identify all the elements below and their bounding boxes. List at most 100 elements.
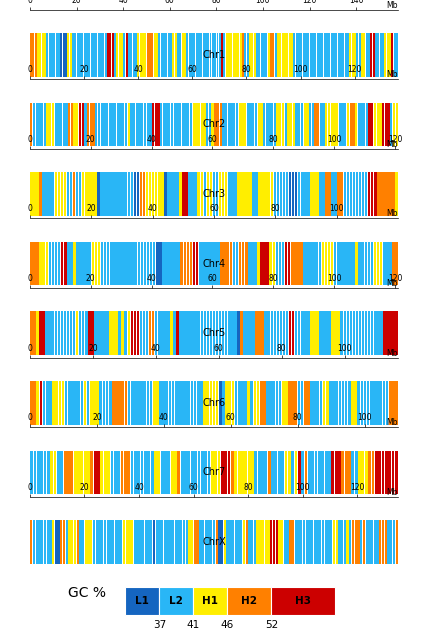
Bar [392,172,395,216]
Bar [143,311,146,355]
Bar [340,172,343,216]
Bar [33,311,36,355]
Bar [205,242,208,285]
Bar [250,381,253,424]
Bar [44,103,46,147]
Bar [373,381,376,424]
Bar [99,381,102,424]
Bar [197,172,200,216]
Bar [119,172,121,216]
Bar [225,172,227,216]
Bar [202,242,205,285]
Bar [200,33,202,76]
Bar [345,450,348,494]
Bar [98,242,100,285]
Bar [49,381,52,424]
Bar [263,33,265,76]
Bar [194,311,197,355]
Bar [100,172,103,216]
Bar [187,103,190,147]
Bar [390,103,392,147]
Bar [171,103,173,147]
Bar [210,381,212,424]
Bar [185,172,188,216]
Bar [112,172,115,216]
Bar [187,450,190,494]
Text: Chr7: Chr7 [202,468,226,477]
Bar [395,172,398,216]
Bar [124,450,127,494]
Text: Mb: Mb [386,70,398,79]
Bar [241,450,244,494]
Bar [217,33,218,76]
Bar [375,450,378,494]
Bar [350,311,352,355]
Bar [377,103,379,147]
Bar [344,172,346,216]
Bar [119,33,121,76]
Bar [255,172,258,216]
Bar [263,381,266,424]
Bar [149,311,152,355]
Bar [198,103,200,147]
Bar [355,520,357,564]
Bar [310,172,312,216]
Bar [347,311,349,355]
Bar [232,520,234,564]
Bar [60,33,62,76]
Bar [128,520,131,564]
Bar [342,103,344,147]
Bar [100,33,102,76]
Bar [135,33,137,76]
Bar [282,172,285,216]
Bar [179,33,181,76]
Bar [54,103,57,147]
Bar [33,172,36,216]
Bar [291,33,293,76]
Bar [289,520,291,564]
Bar [337,242,339,285]
Bar [386,33,389,76]
Bar [30,33,32,76]
Bar [313,311,316,355]
Bar [375,33,377,76]
Bar [109,311,112,355]
Bar [364,381,366,424]
Bar [186,33,188,76]
Bar [167,450,170,494]
Bar [62,103,65,147]
Bar [279,242,281,285]
Bar [119,242,122,285]
Bar [231,311,234,355]
Bar [71,520,73,564]
Bar [206,381,209,424]
Bar [176,103,178,147]
Bar [41,103,43,147]
Bar [297,520,300,564]
Bar [80,450,83,494]
Bar [370,381,373,424]
Bar [234,172,237,216]
Bar [338,520,341,564]
Bar [242,33,244,76]
Bar [151,33,153,76]
Bar [200,381,203,424]
Bar [271,587,335,615]
Bar [223,242,226,285]
Bar [304,172,306,216]
Bar [238,381,241,424]
Bar [134,520,136,564]
Bar [278,520,281,564]
Bar [64,450,66,494]
Bar [181,242,183,285]
Bar [84,103,86,147]
Bar [334,242,336,285]
Bar [98,33,100,76]
Bar [366,33,368,76]
Bar [106,311,109,355]
Bar [125,172,127,216]
Bar [194,520,196,564]
Bar [164,520,166,564]
Bar [114,33,116,76]
Bar [282,33,284,76]
